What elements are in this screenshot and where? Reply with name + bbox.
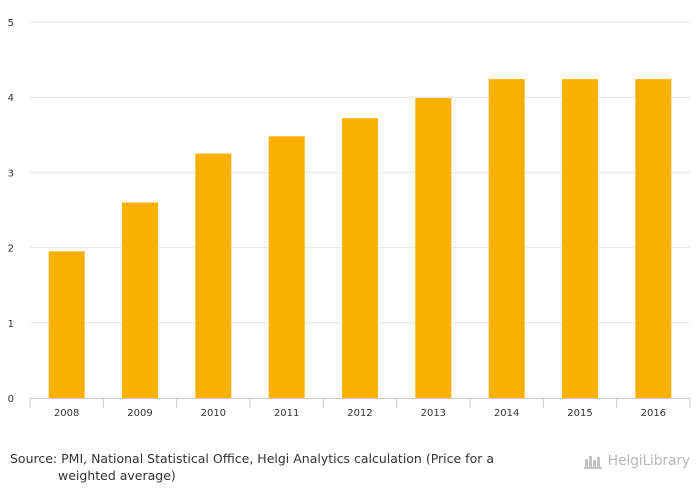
brand-logo: HelgiLibrary [583, 451, 691, 471]
x-tick-label: 2016 [641, 408, 666, 419]
y-tick-label: 4 [8, 93, 14, 104]
x-tick-label: 2011 [274, 408, 299, 419]
source-line-2: weighted average) [58, 468, 176, 483]
source-line-1: Source: PMI, National Statistical Office… [10, 451, 494, 466]
bar [48, 251, 85, 398]
library-icon [583, 456, 602, 469]
bar [342, 118, 378, 399]
y-tick-label: 1 [8, 319, 14, 330]
bar [562, 79, 598, 398]
x-tick-label: 2008 [54, 408, 79, 419]
bar [415, 97, 452, 399]
y-tick-label: 3 [8, 168, 14, 179]
bar [488, 79, 525, 398]
bar [268, 136, 305, 398]
x-tick-label: 2010 [201, 408, 226, 419]
y-tick-label: 0 [8, 394, 14, 405]
bar [122, 202, 158, 398]
bar-chart: 0 1 2 3 4 5 2008 2009 2010 2011 2012 2013 2014 2015 20… [8, 18, 691, 419]
bar [635, 79, 672, 398]
x-tick-label: 2009 [127, 408, 152, 419]
brand-text: HelgiLibrary [607, 453, 691, 469]
bar [195, 153, 232, 398]
x-tick-label: 2013 [421, 408, 446, 419]
source-note: Source: PMI, National Statistical Office… [10, 450, 530, 484]
x-tick-label: 2015 [567, 408, 592, 419]
x-tick-label: 2012 [347, 408, 372, 419]
x-tick-label: 2014 [494, 408, 519, 419]
y-tick-label: 5 [8, 18, 14, 29]
y-tick-label: 2 [8, 244, 14, 255]
chart-area: 0 1 2 3 4 5 2008 2009 2010 2011 2012 2013 2014 2015 20… [8, 18, 691, 419]
